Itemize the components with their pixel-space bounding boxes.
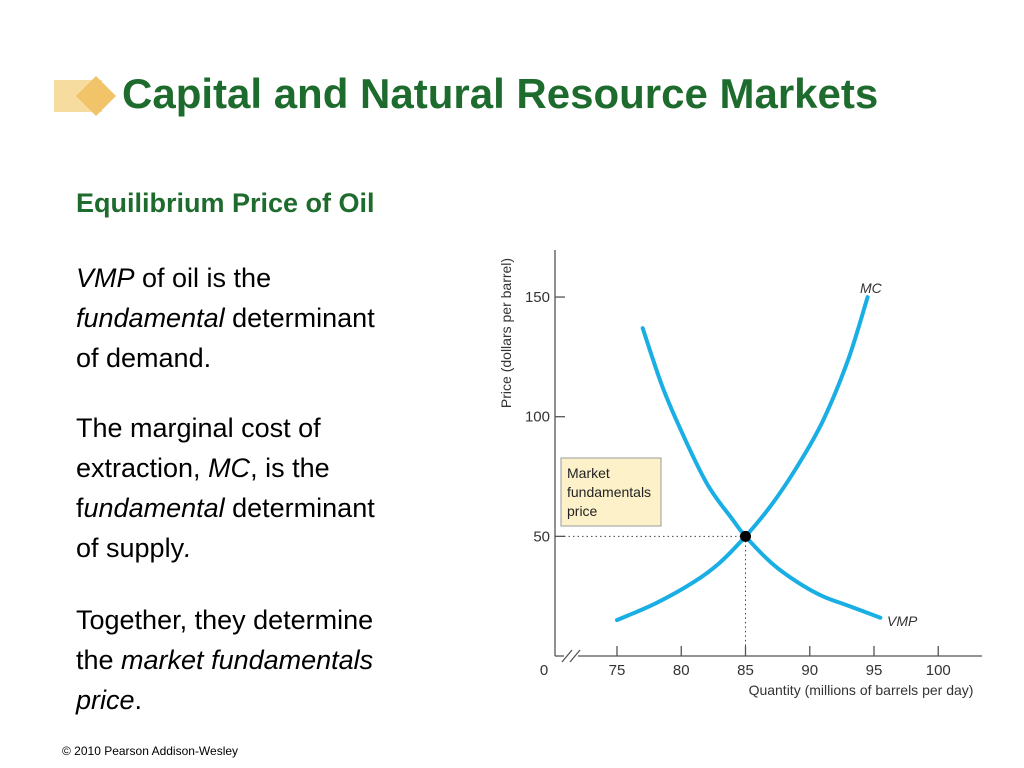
- text-run: the: [76, 645, 122, 675]
- x-tick-label: 80: [673, 662, 690, 679]
- x-tick-label: 100: [926, 662, 951, 679]
- paragraph-line: The marginal cost of: [76, 408, 476, 448]
- mc-curve: [615, 295, 870, 623]
- text-run: Together, they determine: [76, 605, 374, 635]
- text-run: The marginal cost of: [76, 413, 321, 443]
- mc-curve-label: MC: [860, 280, 883, 296]
- italic-text: .: [184, 533, 192, 563]
- text-run: determinant: [224, 493, 375, 523]
- paragraph-line: of demand.: [76, 338, 476, 378]
- italic-text: market fundamentals: [121, 645, 374, 675]
- annotation-box: [560, 457, 662, 527]
- paragraph-line: price.: [76, 680, 476, 720]
- equilibrium-point: [740, 530, 751, 542]
- x-tick-label: 85: [737, 662, 754, 679]
- italic-text: VMP: [76, 263, 135, 293]
- italic-text: undamental: [83, 493, 225, 523]
- axis-break-mark: [569, 649, 581, 663]
- text-run: determinant: [224, 303, 375, 333]
- slide-subtitle: Equilibrium Price of Oil: [76, 188, 375, 218]
- copyright-notice: © 2010 Pearson Addison-Wesley: [62, 744, 239, 758]
- text-run: extraction,: [76, 453, 209, 483]
- x-tick-label: 90: [801, 662, 818, 679]
- text-run: of supply: [76, 533, 185, 563]
- paragraph-line: the market fundamentals: [76, 640, 476, 680]
- y-axis-label: Price (dollars per barrel): [498, 258, 514, 408]
- x-axis-label: Quantity (millions of barrels per day): [749, 682, 974, 698]
- paragraph-vmp: VMP of oil is the fundamental determinant…: [76, 258, 476, 378]
- paragraph-mc: The marginal cost of extraction, MC, is t…: [76, 408, 476, 568]
- annotation-label: Market: [567, 465, 610, 481]
- paragraph-together: Together, they determine the market funda…: [76, 600, 476, 720]
- text-run: of demand.: [76, 343, 212, 373]
- logo-diamond: [76, 76, 116, 116]
- annotation-label: price: [567, 503, 598, 519]
- y-tick-label: 50: [533, 528, 550, 545]
- text-run: of oil is the: [134, 263, 272, 293]
- x-tick-label: 75: [609, 662, 626, 679]
- text-run: .: [134, 685, 143, 715]
- text-run: f: [76, 493, 84, 523]
- text-run: , is the: [250, 453, 330, 483]
- italic-text: MC: [208, 453, 251, 483]
- vmp-curve-label: VMP: [887, 613, 918, 629]
- slide-logo-icon: [54, 76, 116, 116]
- italic-text: fundamental: [76, 303, 225, 333]
- paragraph-line: Together, they determine: [76, 600, 476, 640]
- paragraph-line: fundamental determinant: [76, 298, 476, 338]
- x-origin-label: 0: [540, 662, 548, 679]
- paragraph-line: fundamental determinant: [76, 488, 476, 528]
- axis-break-mark: [561, 649, 573, 663]
- y-tick-label: 150: [525, 289, 550, 306]
- paragraph-line: VMP of oil is the: [76, 258, 476, 298]
- y-tick-label: 100: [525, 409, 550, 426]
- paragraph-line: extraction, MC, is the: [76, 448, 476, 488]
- slide-title: Capital and Natural Resource Markets: [122, 70, 879, 117]
- annotation-label: fundamentals: [567, 484, 651, 500]
- paragraph-line: of supply.: [76, 528, 476, 568]
- x-tick-label: 95: [866, 662, 883, 679]
- italic-text: price: [76, 685, 135, 715]
